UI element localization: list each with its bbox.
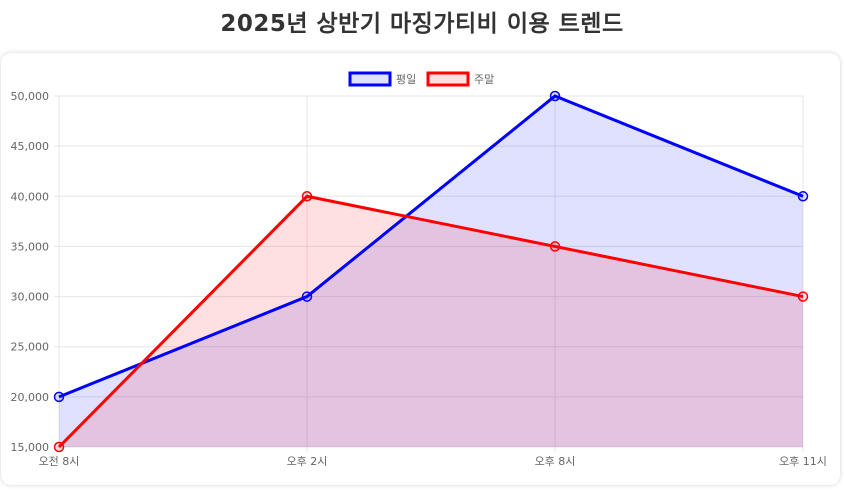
data-point[interactable] (797, 191, 809, 202)
x-tick-label: 오전 8시 (39, 455, 80, 468)
legend-label[interactable]: 평일 (396, 72, 416, 86)
data-point[interactable] (549, 90, 561, 102)
chart-card (1, 53, 840, 485)
y-tick-label: 40,000 (11, 190, 50, 203)
area-fills (59, 96, 803, 447)
x-tick-label: 오후 8시 (535, 455, 576, 468)
y-tick-label: 20,000 (11, 391, 50, 404)
y-tick-label: 25,000 (11, 341, 50, 354)
y-tick-label: 35,000 (11, 240, 50, 253)
series-line-2 (57, 194, 804, 449)
series-line-1 (58, 94, 804, 399)
legend-swatch[interactable] (426, 71, 470, 87)
x-tick-label: 오후 11시 (779, 455, 827, 468)
data-point[interactable] (301, 291, 313, 302)
data-point[interactable] (53, 391, 65, 403)
chart-title: 2025년 상반기 마징가티비 이용 트렌드 (220, 11, 624, 37)
y-tick-label: 15,000 (11, 441, 50, 454)
legend: 평일 주말 (348, 71, 494, 87)
y-tick-label: 45,000 (11, 140, 50, 153)
data-point[interactable] (797, 291, 809, 302)
series-lines (57, 94, 804, 449)
legend-swatch[interactable] (348, 71, 392, 87)
data-point[interactable] (549, 241, 561, 252)
data-points (53, 90, 809, 453)
data-point[interactable] (301, 191, 313, 202)
x-tick-label: 오후 2시 (287, 455, 328, 468)
axis-tick-labels: 15,000 20,000 25,000 30,000 35,000 40,000 45,0… (11, 90, 827, 468)
y-tick-label: 30,000 (11, 291, 50, 304)
y-tick-label: 50,000 (11, 90, 50, 103)
legend-label[interactable]: 주말 (474, 73, 494, 86)
data-point[interactable] (53, 441, 65, 453)
series-area-1 (59, 96, 803, 447)
